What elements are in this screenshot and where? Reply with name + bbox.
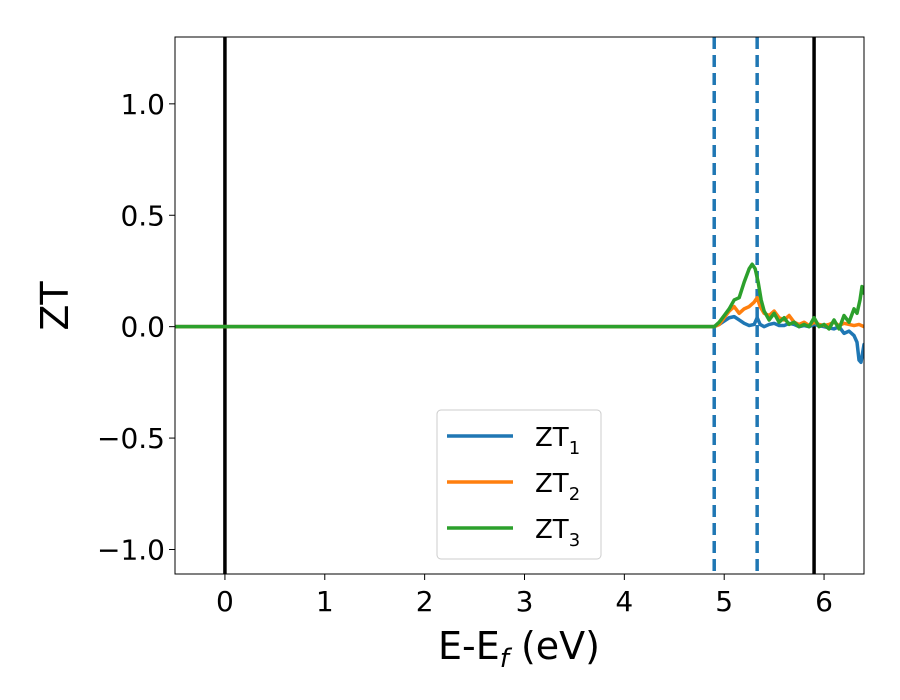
x-tick-label: 0: [216, 585, 234, 618]
series-line-zt3: [175, 262, 864, 331]
x-axis-title: E-Ef (eV): [438, 624, 600, 674]
x-tick-label: 5: [715, 585, 733, 618]
legend-label-sub: 1: [569, 438, 580, 459]
x-tick-label: 6: [815, 585, 833, 618]
legend-label-zt2: ZT2: [535, 469, 580, 505]
legend-frame: [436, 409, 602, 560]
x-tick-label: 3: [516, 585, 534, 618]
x-tick-label: 2: [416, 585, 434, 618]
y-axis: 1.0 0.5 0.0 −0.5 −1.0: [97, 88, 175, 566]
x-tick-label: 4: [615, 585, 633, 618]
legend-label-main: ZT: [535, 469, 569, 499]
reference-lines: [223, 37, 816, 574]
legend-label-main: ZT: [535, 515, 569, 545]
y-axis-title: ZT: [33, 281, 77, 331]
legend-label-sub: 2: [569, 484, 580, 505]
legend-label-zt1: ZT1: [535, 423, 580, 459]
series-line-zt1: [175, 314, 864, 365]
plot-frame: [174, 36, 865, 575]
y-tick-label: −0.5: [97, 422, 165, 455]
legend-label-main: ZT: [535, 423, 569, 453]
series-layer: [175, 262, 864, 365]
x-tick-label: 1: [316, 585, 334, 618]
x-axis: 0 1 2 3 4 5 6: [216, 574, 833, 618]
x-axis-title-main: E-E: [438, 624, 500, 668]
y-tick-label: 0.5: [120, 199, 165, 232]
legend-label-zt3: ZT3: [535, 515, 580, 551]
y-tick-label: −1.0: [97, 533, 165, 566]
legend-label-sub: 3: [569, 530, 580, 551]
x-axis-title-unit: (eV): [509, 624, 600, 668]
y-tick-label: 1.0: [120, 88, 165, 121]
y-tick-label: 0.0: [120, 311, 165, 344]
